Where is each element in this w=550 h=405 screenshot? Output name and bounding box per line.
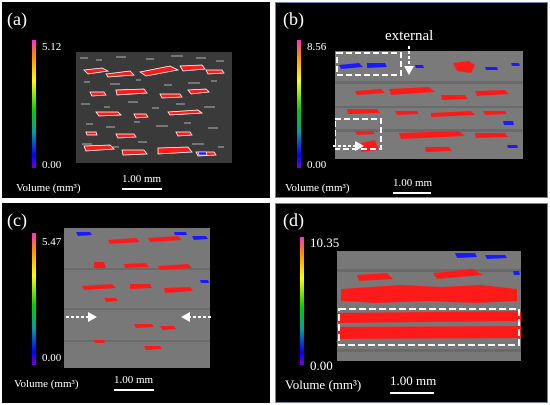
panel-d-colorbar — [300, 237, 304, 365]
panel-a-scale-bar — [122, 188, 162, 190]
panel-b-scale-label: 1.00 mm — [393, 177, 433, 189]
panel-a-colorbar-max: 5.12 — [42, 41, 62, 53]
panel-b-label: (b) — [283, 9, 304, 29]
panel-b-right-arrow-icon — [333, 141, 364, 151]
panel-b-colorbar-min: 0.00 — [307, 159, 327, 171]
panel-c-colorbar-min: 0.00 — [42, 352, 62, 364]
panel-d-scale-label: 1.00 mm — [390, 373, 437, 388]
panel-c-label: (c) — [7, 210, 27, 230]
panel-c-colorbar — [32, 233, 36, 365]
panel-c-ct-image — [64, 228, 210, 368]
panel-c-scale-label: 1.00 mm — [114, 374, 154, 386]
panel-d-volume-label: Volume (mm³) — [285, 377, 362, 392]
panel-d-scale: 1.00 mm — [390, 373, 437, 394]
panel-a-volume-label: Volume (mm³) — [16, 182, 81, 194]
panel-c-colorbar-max: 5.47 — [42, 236, 62, 248]
panel-b: (b) 8.56 0.00 Volume (mm³) external — [275, 2, 548, 198]
panel-c-scale-bar — [114, 389, 154, 391]
panel-c: (c) 5.47 0.00 Volume (mm³) — [2, 203, 270, 403]
panel-b-down-arrow-icon — [404, 46, 414, 75]
panel-d-scale-bar — [390, 392, 434, 394]
panel-b-ct-image — [335, 51, 523, 159]
panel-b-scale: 1.00 mm — [393, 177, 433, 194]
panel-a-scale-label: 1.00 mm — [122, 173, 162, 185]
panel-b-colorbar-max: 8.56 — [307, 41, 327, 53]
panel-b-scale-bar — [393, 192, 431, 194]
panel-d-ct-image — [337, 251, 521, 361]
panel-a-ct-image — [76, 52, 232, 163]
panel-c-volume-label: Volume (mm³) — [14, 378, 79, 390]
panel-c-left-arrow-icon — [181, 312, 212, 322]
panel-c-right-arrow-icon — [66, 312, 97, 322]
panel-a-colorbar — [32, 40, 36, 168]
panel-b-colorbar — [297, 40, 301, 168]
panel-a-scale: 1.00 mm — [122, 173, 162, 190]
panel-d-colorbar-max: 10.35 — [310, 235, 340, 250]
panel-b-volume-label: Volume (mm³) — [285, 182, 350, 194]
panel-d-colorbar-min: 0.00 — [310, 358, 333, 373]
panel-d-label: (d) — [283, 210, 304, 230]
panel-c-scale: 1.00 mm — [114, 374, 154, 391]
panel-a-colorbar-min: 0.00 — [42, 159, 62, 171]
panel-d: (d) 10.35 0.00 Volume (mm³) — [275, 203, 548, 403]
panel-a-label: (a) — [7, 9, 27, 29]
panel-b-annotation: external — [385, 28, 434, 44]
panel-a: (a) 5.12 0.00 Volume (mm³) — [2, 2, 270, 198]
